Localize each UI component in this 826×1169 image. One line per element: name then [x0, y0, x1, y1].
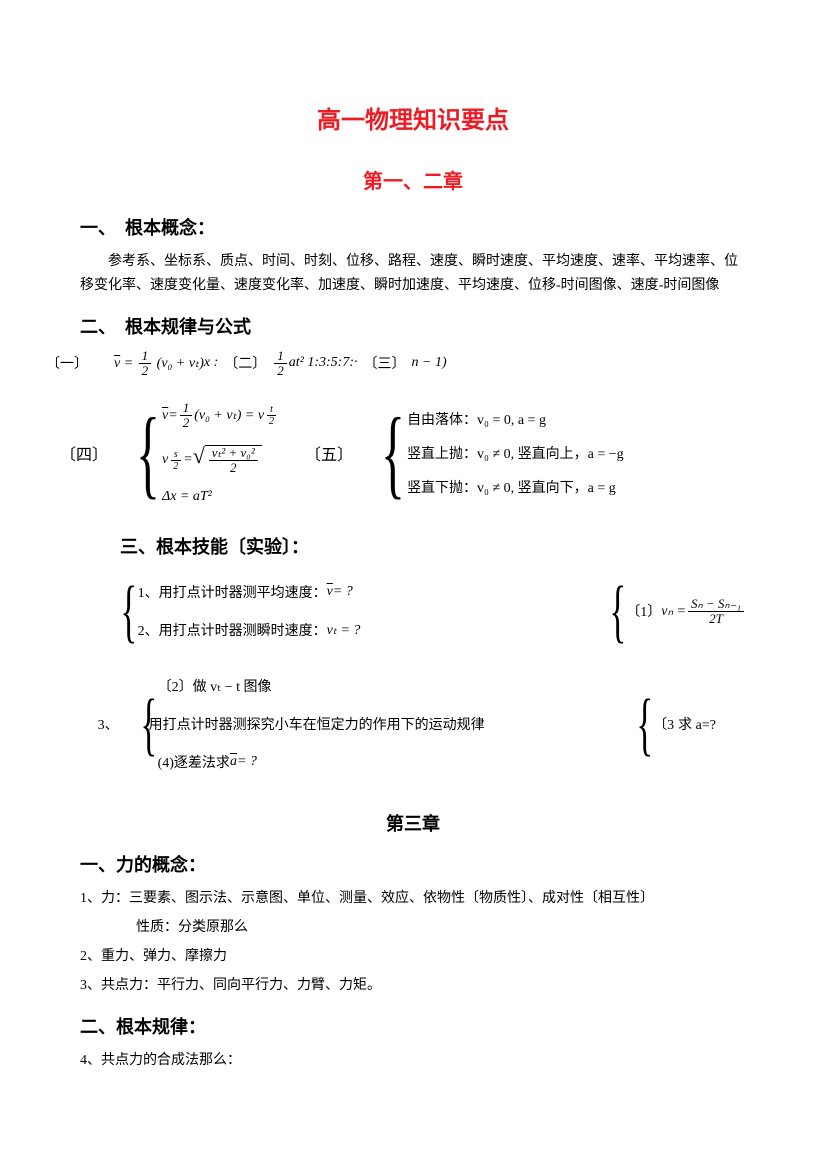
- skill-2: 2、用打点计时器测瞬时速度： vₜ = ?: [138, 620, 488, 640]
- skill-4: (4)逐差法求 a = ?: [158, 752, 485, 772]
- formula-groups-4-5: 〔四〕 { vv = = 1 2 (v₀ + vₜ) = v t2 v: [80, 388, 746, 518]
- formula-5c: 竖直下抛：v₀ ≠ 0, 竖直向下，a = g: [407, 477, 624, 497]
- ch3-p1b: 性质：分类原那么: [136, 916, 746, 940]
- formula-5b: 竖直上抛：v₀ ≠ 0, 竖直向上，a = −g: [407, 443, 624, 463]
- frac-den: 2: [180, 416, 193, 430]
- frac-num: 1: [139, 349, 152, 364]
- label-1: 〔一〕: [46, 353, 88, 373]
- section-2-heading: 二、 根本规律与公式: [80, 313, 746, 339]
- skill-1: 1、用打点计时器测平均速度： v = ?: [138, 582, 488, 602]
- formula-4b-lhs: v: [162, 452, 168, 468]
- ch3-p4: 4、共点力的合成法那么：: [80, 1049, 746, 1073]
- formula-r3: 〔3 求 a=?: [653, 714, 716, 734]
- chapter-title: 第一、二章: [80, 165, 746, 194]
- label-4: 〔四〕: [60, 441, 108, 465]
- formula-5a: 自由落体：v₀ = 0, a = g: [407, 409, 624, 429]
- frac-num: 1: [274, 349, 287, 364]
- skills-block: { 1、用打点计时器测平均速度： v = ? 2、用打点计时器测瞬时速度： vₜ…: [80, 569, 746, 653]
- ch3-p2: 2、重力、弹力、摩擦力: [80, 945, 746, 969]
- formula-2-pre: x :: [204, 355, 218, 371]
- sqrt-den: 2: [227, 461, 240, 475]
- brace-group-4: { vv = = 1 2 (v₀ + vₜ) = v t2 v: [134, 396, 279, 510]
- ch3-p3: 3、共点力：平行力、同向平行力、力臂、力矩。: [80, 974, 746, 998]
- formula-1-rhs: (v₀ + vₜ): [157, 356, 204, 371]
- formula-1-frac: 1 2: [139, 349, 152, 379]
- frac-den: 2: [274, 364, 287, 378]
- skill-3b: 3、 用打点计时器测探究小车在恒定力的作用下的运动规律: [158, 714, 485, 734]
- label-3: 〔三〕: [364, 353, 406, 373]
- chapter-3-title: 第三章: [80, 810, 746, 836]
- skill-row-3: { 〔2〕做 vₜ − t 图像 3、 用打点计时器测探究小车在恒定力的作用下的…: [80, 663, 746, 785]
- formula-2-rhs: at² 1:3:5:7:·: [289, 355, 358, 371]
- left-brace-icon: {: [120, 580, 137, 643]
- brace-group-5: { 自由落体：v₀ = 0, a = g 竖直上抛：v₀ ≠ 0, 竖直向上，a…: [379, 404, 624, 502]
- label-5: 〔五〕: [305, 441, 353, 465]
- formula-4b-eq: =: [183, 452, 192, 468]
- formula-vn: 〔1〕 vₙ = Sₙ − Sₙ₋₁ 2T: [626, 597, 746, 627]
- frac-den: 2: [139, 364, 152, 378]
- frac-num: Sₙ − Sₙ₋₁: [688, 597, 744, 612]
- formula-4a-mid: (v₀ + vₜ) = v: [194, 407, 264, 424]
- formula-4b: v s2 = √ vₜ² + v₀² 2: [162, 445, 279, 476]
- formula-4a: vv = = 1 2 (v₀ + vₜ) = v t2: [162, 401, 279, 431]
- frac-den: 2T: [706, 612, 726, 626]
- section-1-heading: 一、 根本概念：: [80, 214, 746, 240]
- skill-right-1: { 〔1〕 vₙ = Sₙ − Sₙ₋₁ 2T: [609, 580, 746, 643]
- label-2: 〔二〕: [224, 353, 266, 373]
- sqrt-num: vₜ² + v₀²: [209, 446, 258, 461]
- section-3-heading: 三、根本技能〔实验〕：: [120, 533, 746, 559]
- formula-1-lhs: v: [114, 356, 120, 371]
- frac-num: 1: [180, 401, 193, 416]
- skill-3a: 〔2〕做 vₜ − t 图像: [158, 676, 485, 696]
- formula-2-frac: 1 2: [274, 349, 287, 379]
- formula-3: n − 1): [412, 355, 447, 371]
- formula-4c: Δx = aT²: [162, 489, 279, 505]
- ch3-sec2-heading: 二、根本规律：: [80, 1013, 746, 1039]
- ch3-sec1-heading: 一、力的概念：: [80, 851, 746, 877]
- section-1-body: 参考系、坐标系、质点、时间、时刻、位移、路程、速度、瞬时速度、平均速度、速率、平…: [80, 250, 746, 298]
- left-brace-icon: {: [381, 408, 405, 498]
- left-brace-icon: {: [140, 693, 157, 756]
- left-brace-icon: {: [136, 408, 160, 498]
- formula-1-eq: =: [124, 356, 137, 371]
- sqrt-icon: √ vₜ² + v₀² 2: [193, 445, 262, 476]
- left-brace-icon: {: [636, 693, 653, 756]
- formula-row-1: 〔一〕 v = 1 2 (v₀ + vₜ) x : 〔二〕 1 2 at² 1:…: [40, 349, 746, 379]
- skill-right-3: { 〔3 求 a=?: [636, 693, 716, 756]
- ch3-p1: 1、力：三要素、图示法、示意图、单位、测量、效应、依物性〔物质性〕、成对性〔相互…: [80, 887, 746, 911]
- left-brace-icon: {: [609, 580, 626, 643]
- main-title: 高一物理知识要点: [80, 100, 746, 135]
